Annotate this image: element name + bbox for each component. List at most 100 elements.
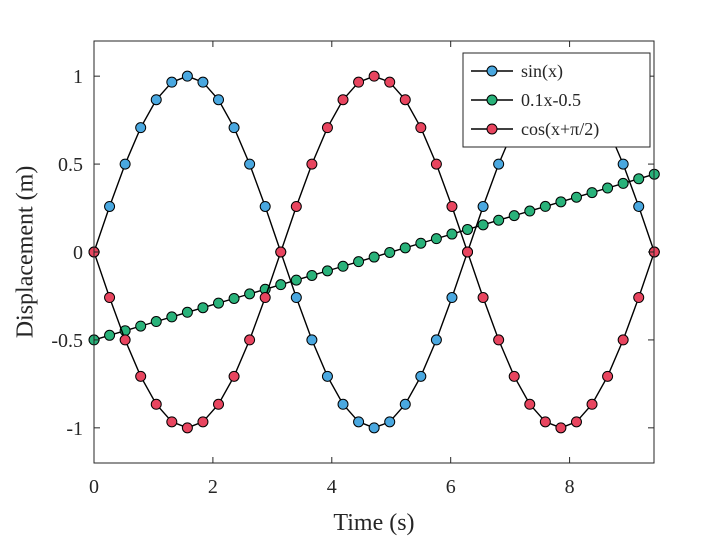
- y-tick-label: -0.5: [51, 330, 83, 352]
- data-point: [446, 228, 458, 240]
- y-tick-label: 0: [73, 242, 83, 264]
- data-point: [244, 158, 256, 170]
- data-point: [290, 200, 302, 212]
- data-point: [539, 200, 551, 212]
- data-point: [244, 334, 256, 346]
- x-tick-label: 8: [565, 476, 575, 498]
- data-point: [493, 334, 505, 346]
- y-tick-label: -1: [66, 418, 83, 440]
- data-point: [119, 158, 131, 170]
- y-tick-label: 0.5: [58, 154, 83, 176]
- data-point: [353, 256, 365, 268]
- data-point: [337, 94, 349, 106]
- data-point: [290, 274, 302, 286]
- data-point: [337, 260, 349, 272]
- data-point: [135, 320, 147, 332]
- data-point: [259, 292, 271, 304]
- x-axis-label: Time (s): [333, 510, 414, 536]
- data-point: [399, 398, 411, 410]
- data-point: [104, 292, 116, 304]
- data-point: [321, 265, 333, 277]
- data-point: [181, 422, 193, 434]
- data-point: [524, 398, 536, 410]
- legend-marker: [486, 123, 498, 135]
- data-point: [244, 288, 256, 300]
- legend-marker: [486, 65, 498, 77]
- data-point: [446, 292, 458, 304]
- data-point: [228, 122, 240, 134]
- data-point: [602, 370, 614, 382]
- data-point: [524, 205, 536, 217]
- data-point: [353, 76, 365, 88]
- data-point: [399, 242, 411, 254]
- data-point: [213, 297, 225, 309]
- data-point: [321, 370, 333, 382]
- data-point: [368, 70, 380, 82]
- data-point: [430, 233, 442, 245]
- data-point: [228, 292, 240, 304]
- data-point: [633, 292, 645, 304]
- data-point: [415, 237, 427, 249]
- data-point: [555, 422, 567, 434]
- data-point: [462, 223, 474, 235]
- data-point: [399, 94, 411, 106]
- data-point: [213, 398, 225, 410]
- data-point: [477, 292, 489, 304]
- legend-marker: [486, 94, 498, 106]
- data-point: [555, 196, 567, 208]
- data-point: [306, 158, 318, 170]
- data-point: [633, 173, 645, 185]
- legend-label: 0.1x-0.5: [521, 90, 581, 110]
- data-point: [617, 334, 629, 346]
- data-point: [213, 94, 225, 106]
- data-point: [181, 306, 193, 318]
- data-point: [275, 279, 287, 291]
- data-point: [119, 334, 131, 346]
- data-point: [166, 76, 178, 88]
- x-tick-label: 2: [208, 476, 218, 498]
- data-point: [306, 269, 318, 281]
- data-point: [228, 370, 240, 382]
- x-tick-label: 6: [446, 476, 456, 498]
- data-point: [197, 76, 209, 88]
- data-point: [446, 200, 458, 212]
- data-point: [368, 251, 380, 263]
- data-point: [586, 398, 598, 410]
- data-point: [415, 370, 427, 382]
- data-point: [602, 182, 614, 194]
- data-point: [259, 200, 271, 212]
- data-point: [617, 158, 629, 170]
- series-3: [88, 70, 660, 434]
- data-point: [493, 158, 505, 170]
- data-point: [586, 187, 598, 199]
- data-point: [570, 191, 582, 203]
- data-point: [104, 329, 116, 341]
- y-axis-label: Displacement (m): [13, 166, 39, 339]
- data-point: [570, 416, 582, 428]
- legend-label: cos(x+π/2): [521, 119, 599, 140]
- data-point: [477, 200, 489, 212]
- data-point: [135, 370, 147, 382]
- data-point: [275, 246, 287, 258]
- data-point: [321, 122, 333, 134]
- legend: sin(x) 0.1x-0.5 cos(x+π/2): [462, 52, 651, 148]
- data-point: [306, 334, 318, 346]
- data-point: [353, 416, 365, 428]
- data-point: [368, 422, 380, 434]
- x-tick-label: 4: [327, 476, 337, 498]
- data-point: [384, 76, 396, 88]
- data-point: [150, 398, 162, 410]
- data-point: [430, 334, 442, 346]
- data-point: [493, 214, 505, 226]
- data-point: [166, 416, 178, 428]
- data-point: [197, 416, 209, 428]
- legend-label: sin(x): [521, 61, 563, 82]
- data-point: [337, 398, 349, 410]
- data-point: [477, 219, 489, 231]
- data-point: [104, 200, 116, 212]
- data-point: [150, 94, 162, 106]
- data-point: [384, 246, 396, 258]
- data-point: [181, 70, 193, 82]
- data-point: [384, 416, 396, 428]
